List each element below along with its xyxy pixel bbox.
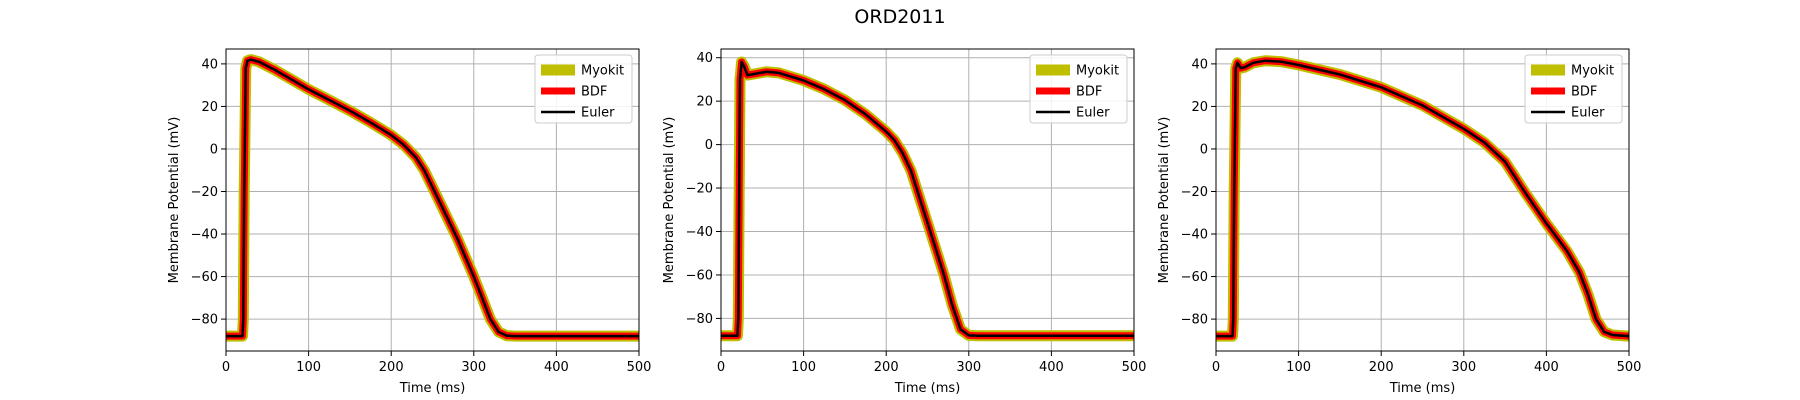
x-tick-label: 400 [1534,360,1559,375]
y-tick-label: −60 [1181,270,1208,285]
legend-label: Euler [581,106,615,121]
series-group [1216,55,1629,342]
x-tick-label: 100 [1286,360,1311,375]
x-axis-label: Time (ms) [1389,381,1456,396]
legend: Myokit BDF Euler [534,54,633,124]
legend: Myokit BDF Euler [1029,54,1128,124]
series-line-euler [1216,59,1629,338]
y-tick-label: 40 [201,57,218,72]
y-axis-label: Membrane Potential (mV) [167,117,182,284]
y-tick-label: −60 [686,268,713,283]
legend: Myokit BDF Euler [1524,54,1623,124]
y-tick-label: −40 [191,228,218,243]
x-tick-label: 300 [1451,360,1476,375]
axes-frame [720,48,1135,352]
legend-label: Euler [1076,106,1110,121]
y-tick-label: −40 [686,225,713,240]
series-line-euler [721,60,1134,338]
y-tick-label: 0 [705,138,713,153]
legend-label: BDF [1571,85,1597,100]
y-tick-label: −80 [1181,313,1208,328]
subplot-2: 0 100 200 300 400 500 −80 −60 −40 −20 0 20 40 Time (m… [662,48,1147,396]
x-tick-label: 500 [1122,360,1147,375]
x-tick-label: 0 [717,360,725,375]
x-axis-label: Time (ms) [894,381,961,396]
series-line-euler [226,58,639,338]
y-tick-label: 20 [696,95,713,110]
legend-label: BDF [1076,85,1102,100]
x-tick-label: 100 [296,360,321,375]
y-tick-label: −80 [686,312,713,327]
legend-label: Euler [1571,106,1605,121]
y-tick-label: 20 [1191,100,1208,115]
axes-frame [225,48,640,352]
x-tick-label: 100 [791,360,816,375]
subplot-1: 0 100 200 300 400 500 −80 −60 −40 −20 0 20 40 Time (m… [167,48,652,396]
y-tick-label: 40 [696,51,713,66]
axes-frame [1215,48,1630,352]
x-tick-label: 500 [1617,360,1642,375]
series-group [226,54,639,342]
y-tick-label: −20 [1181,185,1208,200]
x-tick-label: 300 [461,360,486,375]
y-tick-label: −20 [686,182,713,197]
legend-label: Myokit [1076,64,1119,79]
legend-label: Myokit [581,64,624,79]
y-axis-label: Membrane Potential (mV) [662,117,677,284]
x-tick-label: 300 [956,360,981,375]
y-tick-label: 40 [1191,57,1208,72]
y-tick-label: −20 [191,185,218,200]
x-tick-label: 200 [379,360,404,375]
series-group [721,56,1134,342]
legend-label: Myokit [1571,64,1614,79]
subplot-3: 0 100 200 300 400 500 −80 −60 −40 −20 0 20 40 Time (m… [1157,48,1642,396]
x-tick-label: 400 [1039,360,1064,375]
y-tick-label: 20 [201,100,218,115]
x-tick-label: 200 [874,360,899,375]
y-tick-label: 0 [210,142,218,157]
y-axis-label: Membrane Potential (mV) [1157,117,1172,284]
x-tick-label: 0 [1212,360,1220,375]
x-tick-label: 200 [1369,360,1394,375]
y-tick-label: 0 [1200,142,1208,157]
y-tick-label: −40 [1181,228,1208,243]
x-tick-label: 500 [627,360,652,375]
x-tick-label: 0 [222,360,230,375]
x-tick-label: 400 [544,360,569,375]
figure-title: ORD2011 [854,6,945,28]
y-tick-label: −80 [191,313,218,328]
x-axis-label: Time (ms) [399,381,466,396]
y-tick-label: −60 [191,270,218,285]
legend-label: BDF [581,85,607,100]
